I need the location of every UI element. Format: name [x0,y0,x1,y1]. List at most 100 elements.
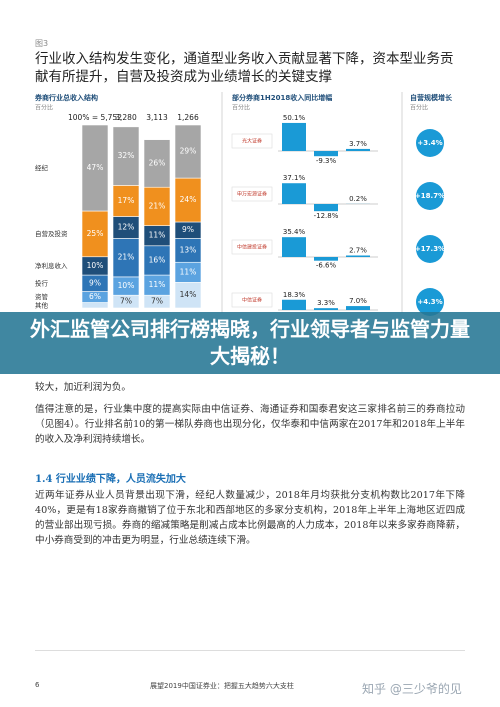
data-label: 29% [180,147,197,156]
data-label: 11% [180,267,197,276]
heading: 行业收入结构发生变化，通道型业务收入贡献显著下降，资本型业务贡献有所提升，自营及… [35,51,454,85]
growth-badge [416,182,444,210]
paragraph: 近两年证券从业人员背景出现下滑，经纪人数量减少，2018年月均获批分支机构数比2… [35,490,465,546]
growth-badge [416,129,444,157]
data-label: +17.3% [415,245,445,253]
page-number: 6 [35,681,40,689]
data-label: 11% [149,280,166,289]
chart-title: 券商行业总收入结构 [34,93,98,102]
growth-badge [416,288,444,316]
data-label: 3.7% [349,140,367,148]
data-label: 3.3% [317,299,335,307]
banner [0,312,500,374]
data-label: 6% [89,292,101,301]
bar-segment [174,177,202,223]
data-label: 0.2% [349,195,367,203]
data-label: -6.6% [316,262,337,270]
bar-segment [112,238,140,278]
data-label: 37.1% [283,174,306,182]
bar-segment [81,302,109,309]
data-label: +3.4% [417,139,442,147]
bar [314,257,338,261]
data-label: 7.0% [349,297,367,305]
series-label: 其他 [35,300,49,309]
growth-badge [416,235,444,263]
footer-rule [35,650,465,651]
firm-name: 中信证券 [242,297,262,304]
bar-segment [143,139,171,188]
data-label: +4.3% [417,298,442,306]
data-label: 21% [149,201,166,210]
logo-box [231,292,273,308]
data-label: 9% [182,225,194,234]
data-label: 7% [151,297,163,306]
data-label: 25% [87,229,104,238]
series-label: 净利息收入 [35,261,68,270]
bar-segment [112,126,140,186]
bar [346,255,370,257]
firm-name: 光大证券 [242,138,262,145]
series-label: 经纪 [35,163,49,172]
data-label: 2.7% [349,246,367,254]
bar [346,148,370,151]
bar [282,183,306,204]
data-label: 13% [180,245,197,254]
paragraph: 值得注意的是，行业集中度的提高实际由中信证券、海通证券和国泰君安这三家排名前三的… [35,404,465,445]
column-total: 3,113 [146,113,168,122]
data-label: 50.1% [283,114,306,122]
bar [282,299,306,310]
bar-segment [112,185,140,217]
bar [282,122,306,151]
column-total: 3,280 [115,113,137,122]
data-label: 11% [149,231,166,240]
chart-unit: 百分比 [410,104,428,112]
data-label: 18.3% [283,291,306,299]
bar-segment [143,245,171,276]
data-label: 24% [180,195,197,204]
data-label: 17% [118,196,135,205]
data-label: 35.4% [283,228,306,236]
data-label: 16% [149,255,166,264]
data-label: 32% [118,151,135,160]
data-label: 10% [118,281,135,290]
column-total: 1,266 [177,113,199,122]
series-label: 自营及投资 [35,229,68,238]
logo-box [231,186,273,202]
series-label: 投行 [35,278,49,287]
banner-title: 外汇监管公司排行榜揭晓，行业领导者与监管力量大揭秘！ [30,317,470,368]
figure-label: 图3 [35,39,49,48]
bar [314,151,338,157]
data-label: 26% [149,158,166,167]
bar [346,306,370,310]
data-label: -9.3% [316,157,337,165]
bar [314,308,338,310]
bar-segment [81,124,109,212]
data-label: 10% [87,261,104,270]
chart-unit: 百分比 [232,104,250,112]
chart-title: 自营规模增长 [410,93,453,102]
logo-box [231,133,273,149]
data-label: -12.8% [314,212,339,220]
series-label: 资管 [35,292,49,301]
bar [282,237,306,257]
bar-segment [174,282,202,309]
data-label: 9% [89,278,101,287]
column-total: 100% = 5,752 [68,113,122,122]
footer-text: 展望2019中国证券业：把握五大趋势六大支柱 [150,682,294,690]
watermark: 知乎 @三少爷的见 [362,682,462,696]
bar-segment [174,124,202,179]
chart-unit: 百分比 [35,104,53,112]
logo-box [231,239,273,255]
firm-name: 申万宏源证券 [237,191,267,198]
data-label: 7% [120,297,132,306]
chart-title: 部分券商1H2018收入同比增幅 [232,93,332,102]
data-label: 12% [118,222,135,231]
bar [314,204,338,212]
data-label: 14% [180,290,197,299]
subheading: 1.4 行业业绩下降，人员流失加大 [35,474,186,485]
text-fragment: 较大，加近利润为负。 [35,382,131,393]
charts: 券商行业总收入结构 百分比 部分券商1H2018收入同比增幅 百分比 自营规模增… [34,92,453,316]
data-label: 21% [118,253,135,262]
data-label: +18.7% [415,192,445,200]
